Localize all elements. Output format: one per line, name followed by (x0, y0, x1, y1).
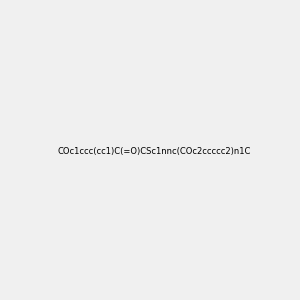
Text: COc1ccc(cc1)C(=O)CSc1nnc(COc2ccccc2)n1C: COc1ccc(cc1)C(=O)CSc1nnc(COc2ccccc2)n1C (57, 147, 250, 156)
